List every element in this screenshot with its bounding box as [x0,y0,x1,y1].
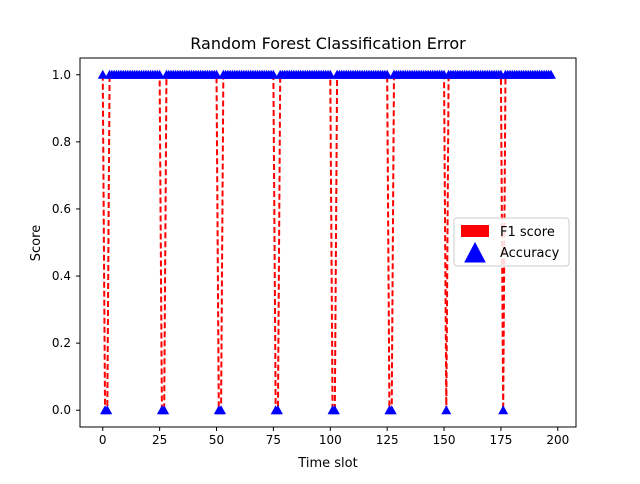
accuracy-point [382,69,393,79]
accuracy-point [154,69,165,79]
chart-title: Random Forest Classification Error [190,34,466,53]
accuracy-point [272,405,283,415]
x-tick-label: 125 [376,433,399,447]
accuracy-point [498,405,509,415]
y-tick-label: 0.4 [52,269,71,283]
axes-frame [79,57,577,428]
y-axis-label: Score [29,225,44,261]
legend-f1-swatch [461,225,489,237]
legend-f1-label: F1 score [500,225,555,240]
accuracy-point [216,405,227,415]
x-tick-label: 175 [489,433,512,447]
accuracy-point [211,69,222,79]
axis-ticks: 0 25 50 75 100 125 150 175 200 0.0 0.2 0.4 0.6 0.8 1.0 [52,68,569,447]
y-tick-label: 0.0 [52,403,71,417]
legend: F1 score Accuracy [453,217,570,267]
x-axis-label: Time slot [297,456,357,471]
accuracy-point [545,69,556,79]
accuracy-point [386,405,397,415]
accuracy-point [329,405,340,415]
x-tick-label: 25 [152,433,167,447]
legend-accuracy-label: Accuracy [500,246,560,261]
x-tick-label: 100 [319,433,342,447]
y-tick-label: 1.0 [52,68,71,82]
accuracy-point [268,69,279,79]
accuracy-point [325,69,336,79]
accuracy-point [441,405,452,415]
accuracy-point [97,69,108,79]
y-tick-label: 0.6 [52,202,71,216]
x-tick-label: 75 [266,433,281,447]
accuracy-point [159,405,170,415]
accuracy-point [102,405,113,415]
y-tick-label: 0.8 [52,135,71,149]
x-tick-label: 200 [546,433,569,447]
x-tick-label: 0 [99,433,107,447]
x-tick-label: 50 [209,433,224,447]
y-tick-label: 0.2 [52,336,71,350]
plot-area [97,69,556,415]
x-tick-label: 150 [433,433,456,447]
legend-accuracy-marker [464,241,486,263]
